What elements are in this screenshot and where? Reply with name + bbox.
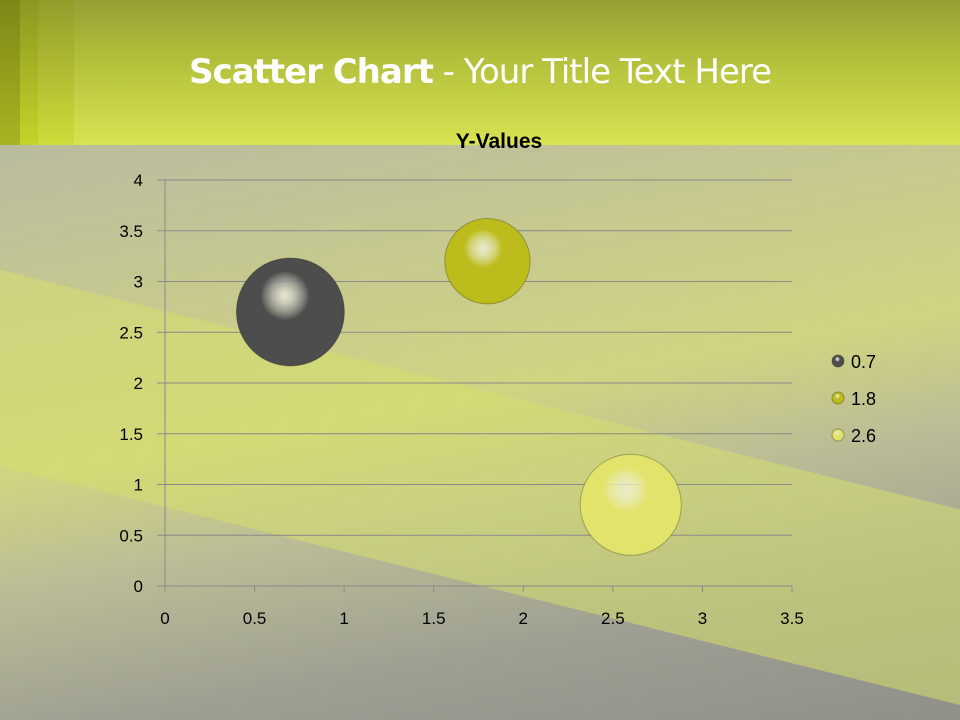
title-bold: Scatter Chart [188, 52, 434, 92]
y-tick-label: 3 [134, 273, 143, 292]
y-tick-label: 3.5 [119, 222, 143, 241]
header-accent-bar [0, 0, 20, 145]
y-tick-label: 1 [134, 476, 143, 495]
legend-marker [831, 428, 845, 442]
x-tick-label: 2.5 [601, 609, 625, 628]
bubble-2.6 [579, 453, 682, 556]
slide-title: Scatter Chart - Your Title Text Here [0, 52, 960, 92]
x-tick-label: 0.5 [243, 609, 267, 628]
chart-title: Y-Values [456, 130, 542, 153]
x-tick-label: 3.5 [780, 609, 804, 628]
x-tick-label: 3 [698, 609, 707, 628]
legend-marker [831, 391, 845, 405]
bubble-1.8 [444, 218, 531, 305]
y-tick-label: 2 [134, 374, 143, 393]
legend-label: 2.6 [851, 426, 876, 446]
legend-label: 1.8 [851, 389, 876, 409]
y-tick-label: 0 [134, 577, 143, 596]
x-tick-label: 2 [519, 609, 528, 628]
slide-header: Scatter Chart - Your Title Text Here [0, 0, 960, 145]
y-tick-label: 4 [134, 171, 143, 190]
y-tick-label: 2.5 [119, 323, 143, 342]
x-tick-label: 0 [160, 609, 169, 628]
x-tick-label: 1 [339, 609, 348, 628]
legend-marker [831, 354, 845, 368]
title-rest: - Your Title Text Here [432, 52, 772, 92]
y-tick-label: 1.5 [119, 425, 143, 444]
x-tick-label: 1.5 [422, 609, 446, 628]
bubble-0.7 [235, 257, 345, 367]
header-accent-bar [20, 0, 38, 145]
legend-label: 0.7 [851, 352, 876, 372]
header-accent-bar [38, 0, 74, 145]
y-tick-label: 0.5 [119, 526, 143, 545]
